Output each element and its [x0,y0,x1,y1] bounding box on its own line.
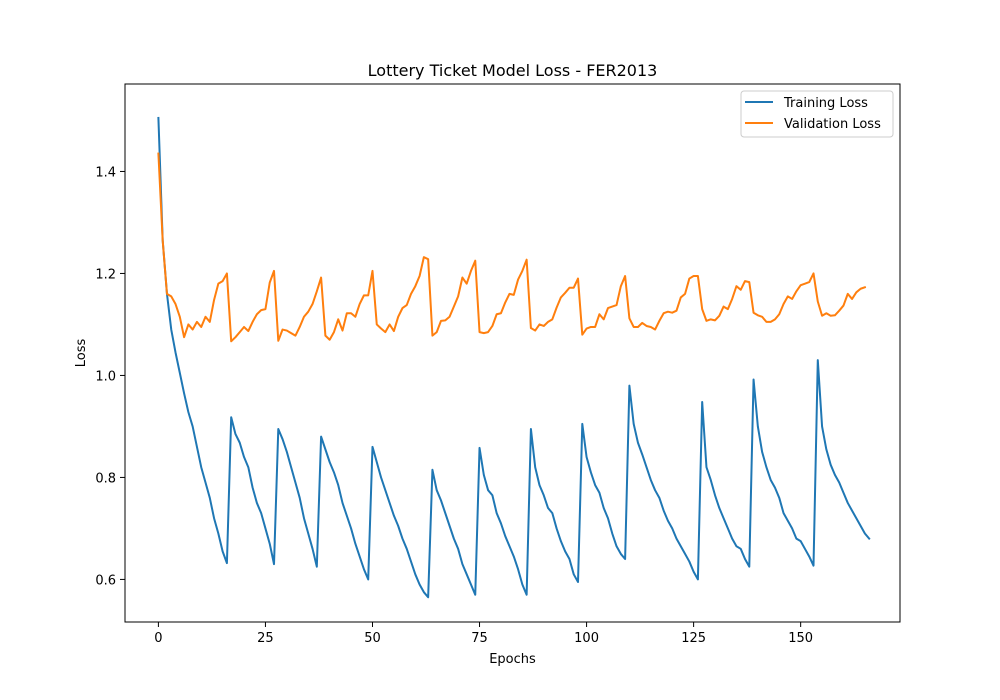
y-tick-label: 0.8 [95,471,116,486]
y-tick-label: 1.2 [95,267,116,282]
y-tick-label: 1.4 [95,165,116,180]
x-tick-label: 150 [788,631,813,646]
legend-label-validation-loss: Validation Loss [784,117,881,132]
y-axis-label: Loss [74,339,89,368]
x-tick-label: 100 [574,631,599,646]
x-axis-label: Epochs [489,652,536,667]
x-tick-label: 0 [154,631,162,646]
y-tick-label: 0.6 [95,573,116,588]
x-axis-ticks: 0 25 50 75 100 125 150 [154,622,813,646]
legend: Training Loss Validation Loss [740,90,894,138]
legend-box [740,90,894,138]
y-tick-label: 1.0 [95,369,116,384]
x-tick-label: 75 [471,631,488,646]
x-tick-label: 125 [681,631,706,646]
series-layer [157,116,871,599]
series-line-training-loss [157,116,871,599]
series-line-validation-loss [157,152,867,343]
chart-title: Lottery Ticket Model Loss - FER2013 [368,61,658,80]
y-axis-ticks: 0.6 0.8 1.0 1.2 1.4 [95,165,125,588]
x-tick-label: 50 [364,631,381,646]
plot-area-frame [124,83,901,623]
x-tick-label: 25 [257,631,274,646]
legend-label-training-loss: Training Loss [783,96,868,111]
